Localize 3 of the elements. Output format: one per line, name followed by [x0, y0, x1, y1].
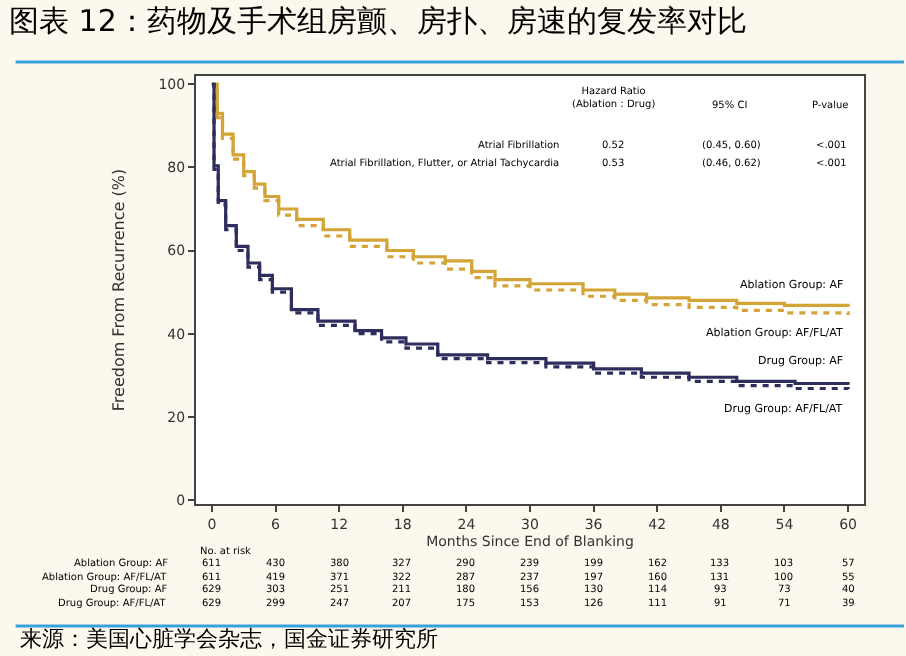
chart-title: 图表 12：药物及手术组房颤、房扑、房速的复发率对比	[9, 2, 747, 39]
y-axis-title: Freedom From Recurrence (%)	[109, 168, 128, 412]
source-note: 来源：美国心脏学会杂志，国金证券研究所	[20, 626, 438, 652]
